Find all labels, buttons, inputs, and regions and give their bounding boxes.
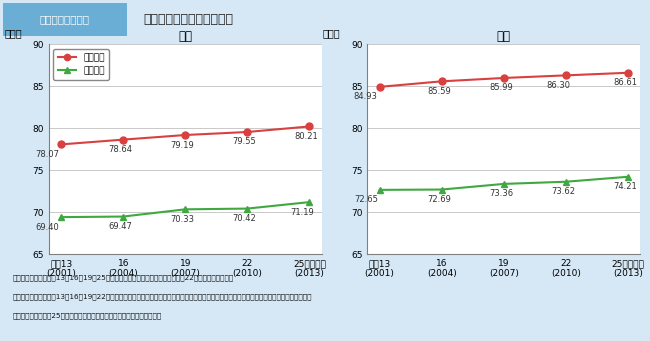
Text: 85.99: 85.99 <box>489 84 513 92</box>
Title: 女性: 女性 <box>497 30 511 43</box>
Text: 健康寿命と平均寿命の推移: 健康寿命と平均寿命の推移 <box>143 13 233 26</box>
Text: 71.19: 71.19 <box>291 208 314 217</box>
Text: 85.59: 85.59 <box>427 87 451 96</box>
Text: 78.07: 78.07 <box>35 150 59 159</box>
Text: 86.30: 86.30 <box>547 81 571 90</box>
Text: 84.93: 84.93 <box>354 92 378 101</box>
Text: 69.47: 69.47 <box>109 222 133 231</box>
Text: 資料：平均寿命：平成13・16・19・25年は、厚生労働省「簡易生命表」、平成22年は「完全生命表」: 資料：平均寿命：平成13・16・19・25年は、厚生労働省「簡易生命表」、平成2… <box>13 275 234 281</box>
Text: 79.19: 79.19 <box>170 140 194 149</box>
Text: 79.55: 79.55 <box>233 137 256 147</box>
Text: 80.21: 80.21 <box>294 132 318 141</box>
Text: 図１－２－３－３: 図１－２－３－３ <box>40 15 90 25</box>
Text: 86.61: 86.61 <box>613 78 637 87</box>
Text: 健康寿命：平成13・16・19・22年は、厚生労働科学研究費補助金「健康寿命における将来予測と生活習慣病対策の費用対効果に関する研: 健康寿命：平成13・16・19・22年は、厚生労働科学研究費補助金「健康寿命にお… <box>13 293 313 300</box>
Bar <box>3 3 127 36</box>
Y-axis label: （年）: （年） <box>323 28 341 38</box>
Text: 78.64: 78.64 <box>109 145 133 154</box>
Text: 73.36: 73.36 <box>489 189 513 198</box>
Title: 男性: 男性 <box>178 30 192 43</box>
Text: 74.21: 74.21 <box>613 182 637 191</box>
Text: 73.62: 73.62 <box>551 187 575 196</box>
Text: 69.40: 69.40 <box>35 223 59 232</box>
Y-axis label: （年）: （年） <box>5 28 22 38</box>
Text: 究」平成25年は厚生労働省が「国民生活基礎調査」を基に算出: 究」平成25年は厚生労働省が「国民生活基礎調査」を基に算出 <box>13 312 162 318</box>
Text: 72.65: 72.65 <box>354 195 378 204</box>
Legend: 平均寿命, 健康寿命: 平均寿命, 健康寿命 <box>53 49 109 80</box>
Text: 70.33: 70.33 <box>170 215 194 224</box>
Text: 70.42: 70.42 <box>233 214 256 223</box>
Text: 72.69: 72.69 <box>427 195 451 204</box>
